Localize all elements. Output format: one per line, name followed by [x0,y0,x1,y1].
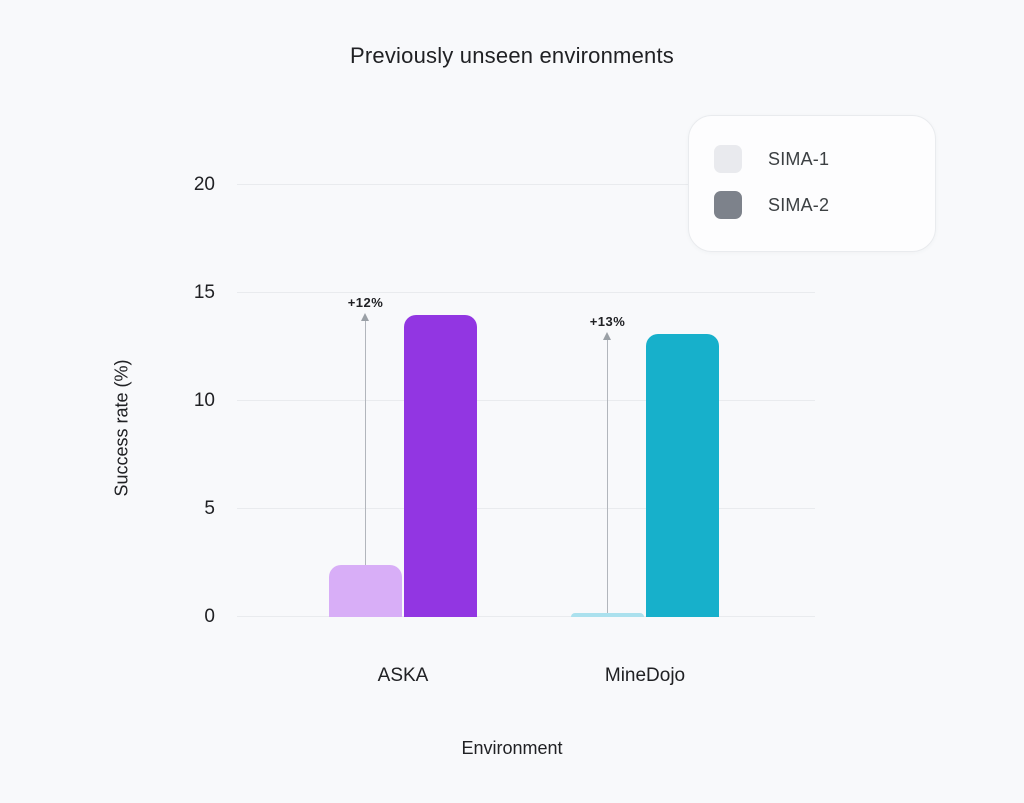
gridline [237,400,815,401]
bar-sima-2-minedojo [646,334,719,617]
bar-sima-1-minedojo [571,612,644,617]
chart-title: Previously unseen environments [350,43,674,68]
plot-area: +12% ASKA +13% MineDojo [237,184,815,686]
y-tick-label: 5 [204,498,215,519]
x-tick-label-aska: ASKA [377,665,429,686]
gridline [237,616,815,617]
legend-item-sima-2: SIMA-2 [714,191,935,219]
y-tick-label: 15 [193,282,215,303]
x-tick-label-minedojo: MineDojo [604,665,686,686]
y-tick-label: 0 [204,606,215,627]
legend-item-sima-1: SIMA-1 [714,145,935,173]
legend-label: SIMA-1 [768,148,830,169]
legend-swatch-icon [714,145,742,173]
delta-arrow-head-icon [603,332,611,341]
delta-arrow-line [364,320,367,566]
y-tick-label: 20 [193,174,215,195]
gridline [237,292,815,293]
legend-label: SIMA-2 [768,194,830,215]
delta-annotation: +13% [589,314,626,330]
delta-arrow-line [606,340,609,613]
delta-arrow-head-icon [361,312,369,321]
legend-swatch-icon [714,191,742,219]
bar-sima-2-aska [404,314,477,617]
x-axis-title: Environment [461,738,563,758]
gridline [237,508,815,509]
y-tick-label: 10 [193,390,215,411]
legend: SIMA-1 SIMA-2 [688,115,936,252]
gridline [237,184,815,185]
y-axis-title: Success rate (%) [111,359,132,497]
bar-sima-1-aska [329,565,402,617]
delta-annotation: +12% [347,294,384,310]
